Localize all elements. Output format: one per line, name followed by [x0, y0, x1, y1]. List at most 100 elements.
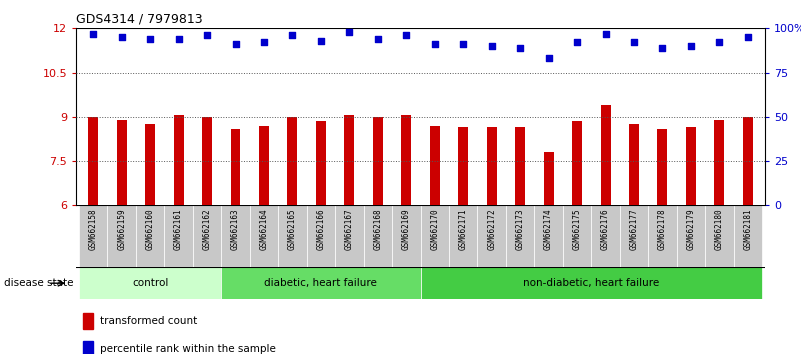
Text: control: control	[132, 278, 168, 288]
Bar	[164, 205, 193, 267]
Bar	[705, 205, 734, 267]
Bar	[335, 205, 364, 267]
Text: GSM662168: GSM662168	[373, 209, 382, 250]
Bar	[563, 205, 591, 267]
Text: GDS4314 / 7979813: GDS4314 / 7979813	[76, 13, 203, 26]
Bar	[430, 126, 440, 205]
Point	[143, 36, 156, 42]
Bar	[743, 117, 753, 205]
Text: GSM662177: GSM662177	[630, 209, 638, 250]
Text: GSM662180: GSM662180	[715, 209, 724, 250]
Bar	[107, 205, 136, 267]
Point	[315, 38, 328, 44]
Point	[542, 56, 555, 61]
Bar	[421, 205, 449, 267]
Bar	[231, 129, 240, 205]
Bar	[648, 205, 677, 267]
Text: GSM662175: GSM662175	[573, 209, 582, 250]
Text: GSM662167: GSM662167	[345, 209, 354, 250]
Bar	[458, 127, 469, 205]
Text: non-diabetic, heart failure: non-diabetic, heart failure	[523, 278, 659, 288]
Bar	[79, 205, 107, 267]
Bar	[83, 313, 93, 329]
Bar	[401, 115, 411, 205]
Bar	[79, 267, 221, 299]
Point	[115, 34, 128, 40]
Point	[570, 40, 583, 45]
Bar	[658, 129, 667, 205]
Text: GSM662176: GSM662176	[601, 209, 610, 250]
Text: GSM662165: GSM662165	[288, 209, 297, 250]
Bar	[686, 127, 696, 205]
Text: disease state: disease state	[4, 278, 74, 288]
Point	[742, 34, 755, 40]
Text: GSM662170: GSM662170	[430, 209, 439, 250]
Text: GSM662173: GSM662173	[516, 209, 525, 250]
Point	[599, 31, 612, 36]
Point	[685, 43, 698, 49]
Text: GSM662161: GSM662161	[174, 209, 183, 250]
Text: GSM662162: GSM662162	[203, 209, 211, 250]
Bar	[174, 115, 183, 205]
Point	[343, 29, 356, 35]
Bar	[372, 117, 383, 205]
Bar	[544, 152, 553, 205]
Point	[513, 45, 526, 51]
Bar	[221, 267, 421, 299]
Text: GSM662160: GSM662160	[146, 209, 155, 250]
Text: GSM662163: GSM662163	[231, 209, 240, 250]
Point	[713, 40, 726, 45]
Bar	[221, 205, 250, 267]
Point	[400, 33, 413, 38]
Bar	[136, 205, 164, 267]
Bar	[506, 205, 534, 267]
Text: GSM662171: GSM662171	[459, 209, 468, 250]
Bar	[591, 205, 620, 267]
Bar	[193, 205, 221, 267]
Bar	[307, 205, 335, 267]
Text: percentile rank within the sample: percentile rank within the sample	[100, 344, 276, 354]
Bar	[449, 205, 477, 267]
Bar	[677, 205, 705, 267]
Text: GSM662179: GSM662179	[686, 209, 695, 250]
Bar	[316, 121, 326, 205]
Bar	[620, 205, 648, 267]
Bar	[572, 121, 582, 205]
Point	[457, 41, 469, 47]
Point	[429, 41, 441, 47]
Text: GSM662178: GSM662178	[658, 209, 667, 250]
Text: diabetic, heart failure: diabetic, heart failure	[264, 278, 377, 288]
Point	[485, 43, 498, 49]
Bar	[278, 205, 307, 267]
Bar	[145, 124, 155, 205]
Bar	[202, 117, 212, 205]
Bar	[83, 341, 93, 354]
Point	[87, 31, 99, 36]
Bar	[714, 120, 724, 205]
Point	[286, 33, 299, 38]
Text: GSM662158: GSM662158	[89, 209, 98, 250]
Text: GSM662164: GSM662164	[260, 209, 268, 250]
Point	[258, 40, 271, 45]
Point	[229, 41, 242, 47]
Bar	[288, 117, 297, 205]
Bar	[250, 205, 278, 267]
Bar	[487, 127, 497, 205]
Bar	[259, 126, 269, 205]
Text: GSM662181: GSM662181	[743, 209, 752, 250]
Text: GSM662166: GSM662166	[316, 209, 325, 250]
Bar	[117, 120, 127, 205]
Text: GSM662172: GSM662172	[487, 209, 496, 250]
Text: GSM662169: GSM662169	[402, 209, 411, 250]
Text: transformed count: transformed count	[100, 316, 198, 326]
Bar	[88, 117, 99, 205]
Bar	[477, 205, 506, 267]
Text: GSM662159: GSM662159	[117, 209, 126, 250]
Bar	[392, 205, 421, 267]
Bar	[515, 127, 525, 205]
Point	[372, 36, 384, 42]
Text: GSM662174: GSM662174	[544, 209, 553, 250]
Bar	[421, 267, 762, 299]
Point	[172, 36, 185, 42]
Point	[200, 33, 213, 38]
